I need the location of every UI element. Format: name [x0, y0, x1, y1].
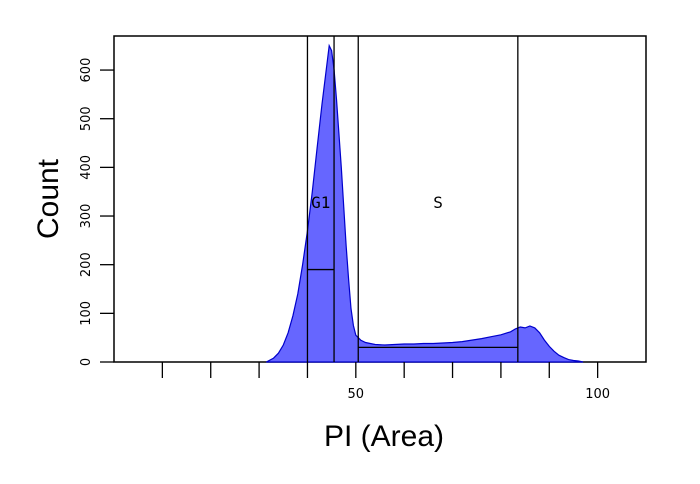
y-axis-title: Count [32, 158, 65, 239]
y-tick-label: 0 [79, 358, 94, 366]
x-axis-title: PI (Area) [324, 420, 444, 453]
gate-layer: G1 S [306, 36, 519, 362]
plot-frame [113, 35, 647, 363]
y-axis: 0 100 200 300 400 500 600 [79, 58, 114, 366]
x-tick-label: 100 [585, 387, 610, 402]
y-tick-label: 500 [79, 106, 94, 131]
y-tick-label: 200 [79, 252, 94, 277]
y-tick-label: 600 [79, 58, 94, 83]
gate-label: G1 [311, 193, 330, 212]
histogram-area [266, 43, 584, 363]
y-tick-label: 300 [79, 204, 94, 229]
series-layer [266, 43, 584, 363]
gate-label: S [433, 193, 443, 212]
y-tick-label: 400 [79, 155, 94, 180]
x-axis: 50 100 [161, 362, 610, 402]
x-tick-label: 50 [348, 387, 365, 402]
y-tick-label: 100 [79, 301, 94, 326]
